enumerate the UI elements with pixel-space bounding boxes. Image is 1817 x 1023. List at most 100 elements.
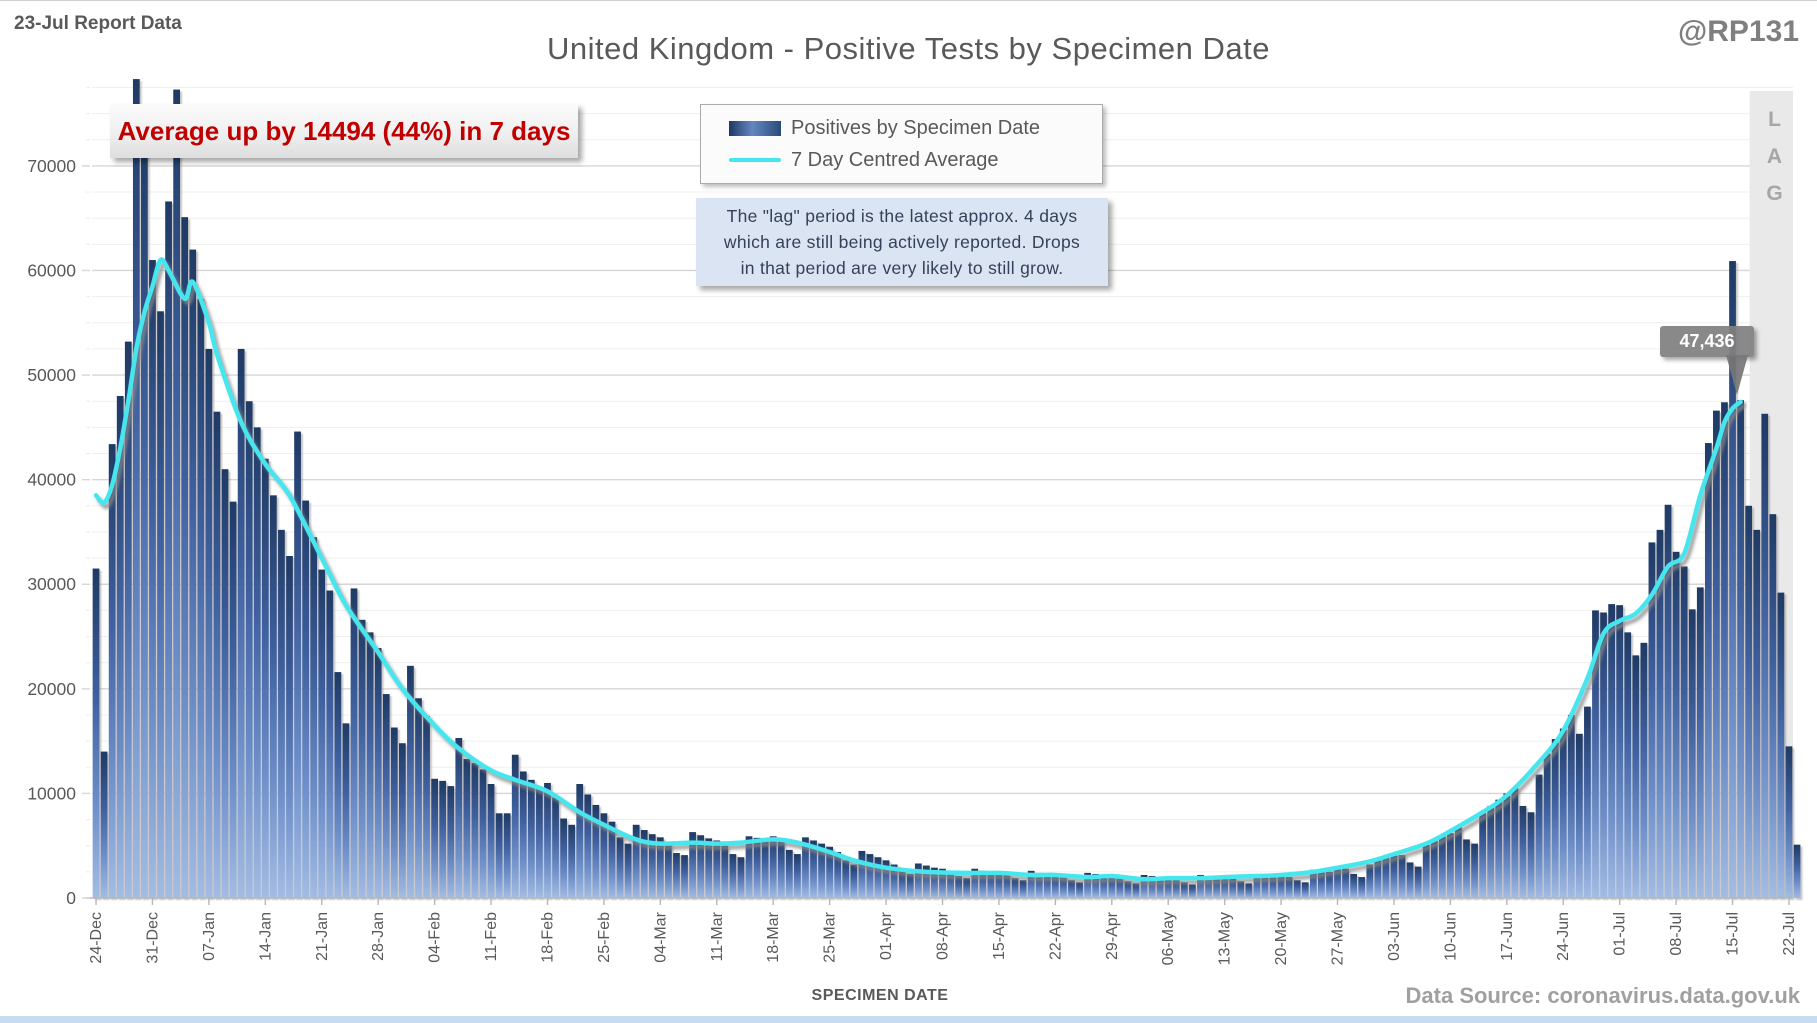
bar (794, 854, 801, 898)
bar (826, 846, 834, 898)
y-tick-label: 30000 (27, 574, 76, 594)
x-tick-label: 25-Feb (596, 912, 613, 963)
bar (1688, 609, 1696, 898)
x-tick-label: 04-Feb (427, 912, 444, 963)
y-tick-label: 50000 (27, 365, 76, 385)
page-title: United Kingdom - Positive Tests by Speci… (547, 31, 1270, 66)
bar (1124, 881, 1132, 898)
bar (576, 784, 584, 898)
x-tick-label: 22-Apr (1047, 911, 1064, 960)
bar (1108, 876, 1116, 898)
bar (382, 694, 390, 898)
bar (1704, 443, 1712, 898)
x-tick-label: 15-Apr (991, 911, 1008, 960)
bar (358, 619, 366, 898)
bar (1068, 880, 1075, 898)
bar (1326, 871, 1333, 898)
x-tick-label: 22-Jul (1781, 912, 1798, 956)
bar (1648, 542, 1656, 898)
bar (1592, 610, 1599, 898)
bar (1608, 604, 1615, 898)
lag-note-line: in that period are very likely to still … (740, 258, 1064, 278)
bar (294, 431, 301, 898)
x-tick-label: 03-Jun (1386, 912, 1403, 961)
bar (697, 835, 705, 898)
window-edge-strip (0, 1016, 1817, 1023)
bar (511, 754, 519, 898)
bar (1293, 880, 1301, 898)
bar (1043, 873, 1051, 898)
bar (713, 840, 721, 898)
bar (213, 411, 221, 898)
bar (1019, 880, 1027, 898)
bar (132, 79, 140, 899)
bar (689, 832, 696, 898)
bar (1487, 805, 1495, 898)
bar (471, 763, 479, 898)
bar (1575, 733, 1583, 898)
bar (648, 834, 656, 898)
bar (503, 813, 511, 898)
bar (1664, 504, 1672, 898)
bar (1753, 529, 1761, 898)
bar (1745, 505, 1753, 898)
x-tick-label: 24-Dec (88, 912, 105, 964)
average-value-callout: 47,436 (1660, 326, 1754, 357)
bar (939, 868, 946, 898)
bar (1600, 612, 1607, 898)
x-tick-label: 04-Mar (652, 911, 669, 962)
x-tick-label: 11-Feb (483, 912, 500, 962)
bar (1245, 883, 1253, 898)
bar (495, 813, 503, 898)
bar (415, 698, 422, 898)
bar (874, 857, 882, 898)
bar (890, 864, 898, 898)
bar (810, 840, 817, 898)
bar (1229, 878, 1237, 898)
bar (1422, 844, 1430, 898)
bar (253, 427, 261, 898)
bar (165, 201, 172, 898)
bar (1172, 879, 1180, 898)
bar (1543, 753, 1551, 898)
bar (858, 850, 866, 898)
bar (1447, 833, 1454, 898)
bar (1721, 402, 1728, 898)
bar (600, 813, 608, 898)
bar (1672, 551, 1680, 898)
x-tick-label: 29-Apr (1104, 911, 1121, 960)
x-tick-label: 24-Jun (1555, 912, 1572, 961)
bar (1406, 862, 1414, 898)
bar (1318, 870, 1325, 898)
bar (302, 500, 310, 898)
bar (1116, 878, 1124, 898)
bar (1100, 874, 1108, 898)
bar (737, 857, 745, 898)
bar (616, 837, 624, 898)
bar (1237, 881, 1245, 898)
bar (777, 840, 785, 898)
bar (721, 845, 729, 898)
bar (189, 249, 197, 898)
bar (842, 860, 850, 898)
bar (1777, 592, 1785, 898)
bar (479, 769, 487, 898)
bar (1584, 706, 1591, 898)
bar (1713, 410, 1720, 898)
bar (141, 125, 148, 899)
legend-label-bars: Positives by Specimen Date (791, 116, 1041, 139)
bar (1189, 884, 1196, 898)
bar (173, 89, 181, 899)
x-tick-label: 20-May (1273, 912, 1290, 965)
bar (785, 849, 793, 898)
x-tick-label: 06-May (1160, 912, 1177, 965)
bar (1180, 882, 1188, 898)
bar (1164, 878, 1172, 898)
bar (536, 787, 543, 898)
bar (270, 495, 277, 898)
bar (1769, 514, 1777, 898)
bar (1269, 876, 1277, 898)
bar (100, 751, 108, 898)
x-tick-label: 01-Jul (1612, 912, 1629, 956)
